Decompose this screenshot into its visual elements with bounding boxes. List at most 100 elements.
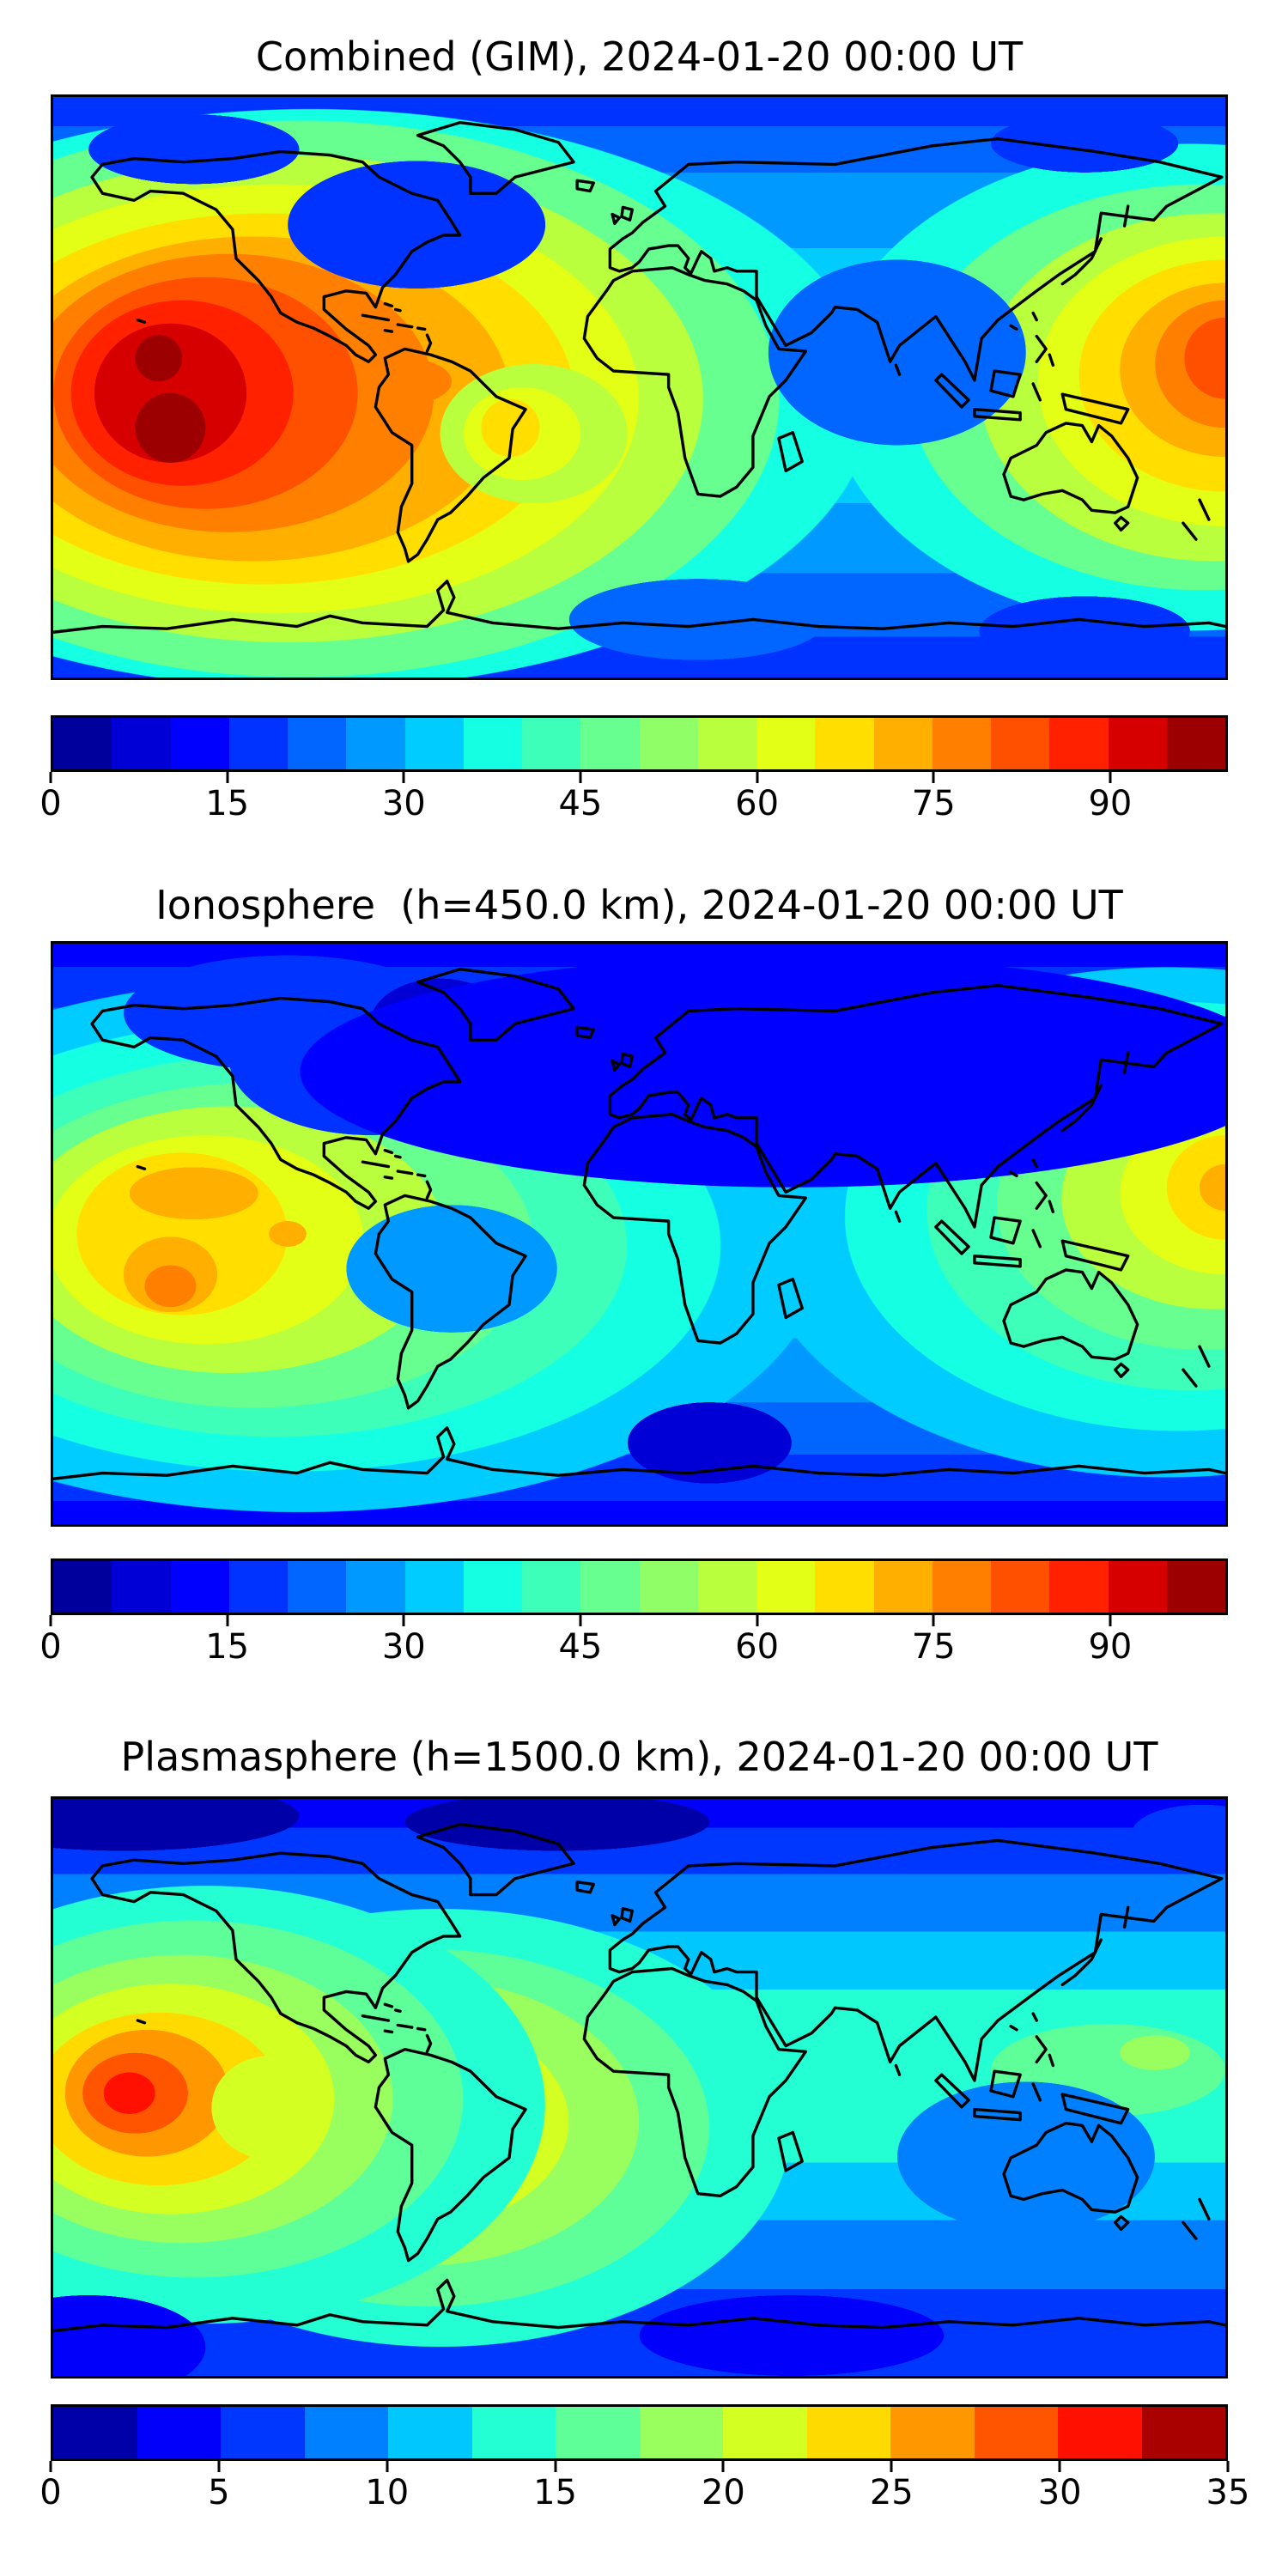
tick-label: 20 <box>701 2473 745 2512</box>
tick-mark <box>721 2461 725 2472</box>
colorbar-segment <box>890 2407 975 2458</box>
colorbar-segment <box>756 718 816 769</box>
tick-label: 30 <box>381 1627 426 1667</box>
colorbar-segment <box>756 1561 816 1613</box>
colorbar-segment <box>806 2407 890 2458</box>
colorbar-segment <box>522 718 581 769</box>
colorbar-segment <box>304 2407 388 2458</box>
tick-mark <box>756 1615 759 1626</box>
tick-label: 30 <box>1037 2473 1082 2512</box>
tick-mark <box>226 1615 229 1626</box>
colorbar-segment <box>639 2407 723 2458</box>
colorbar-segment <box>221 2407 305 2458</box>
tick-mark <box>932 1615 935 1626</box>
colorbar-segment <box>1108 718 1167 769</box>
panel2-colorbar-ticks: 0 15 30 45 60 75 90 <box>39 1615 1228 1670</box>
panel3-title: Plasmasphere (h=1500.0 km), 2024-01-20 0… <box>120 1734 1158 1780</box>
panel3-map <box>51 1796 1228 2379</box>
tick-label: 75 <box>911 784 956 823</box>
colorbar-segment <box>991 718 1050 769</box>
colorbar-segment <box>580 718 640 769</box>
colorbar-segment <box>815 718 874 769</box>
colorbar-segment <box>1141 2407 1225 2458</box>
tick-label: 0 <box>39 2473 62 2512</box>
panel1-title: Combined (GIM), 2024-01-20 00:00 UT <box>255 33 1024 80</box>
tick-mark <box>402 1615 405 1626</box>
tick-mark <box>386 2461 389 2472</box>
tick-label: 25 <box>869 2473 914 2512</box>
colorbar-segment <box>815 1561 874 1613</box>
colorbar-segment <box>288 718 347 769</box>
colorbar-segment <box>873 1561 933 1613</box>
tick-label: 10 <box>365 2473 410 2512</box>
colorbar-segment <box>639 718 698 769</box>
panel2-colorbar <box>51 1558 1228 1615</box>
tick-label: 90 <box>1088 784 1133 823</box>
colorbar-segment <box>463 718 522 769</box>
colorbar-segment <box>697 718 756 769</box>
colorbar-segment <box>1108 1561 1167 1613</box>
tick-label: 45 <box>558 1627 603 1667</box>
tick-mark <box>1226 2461 1230 2472</box>
tick-label: 0 <box>39 784 62 823</box>
colorbar-segment <box>991 1561 1050 1613</box>
tick-mark <box>756 772 759 783</box>
panel2-map <box>51 941 1228 1527</box>
colorbar-segment <box>112 1561 171 1613</box>
panel1-colorbar-ticks: 0 15 30 45 60 75 90 <box>39 772 1228 827</box>
colorbar-segment <box>53 718 112 769</box>
tick-label: 15 <box>205 784 250 823</box>
tick-mark <box>1109 1615 1112 1626</box>
tick-mark <box>49 772 52 783</box>
tick-label: 15 <box>533 2473 578 2512</box>
panel1-coastlines-overlay <box>53 97 1225 677</box>
tick-label: 15 <box>205 1627 250 1667</box>
tick-mark <box>1109 772 1112 783</box>
tick-mark <box>579 1615 582 1626</box>
colorbar-segment <box>697 1561 756 1613</box>
colorbar-segment <box>522 1561 581 1613</box>
tick-label: 60 <box>735 784 780 823</box>
colorbar-segment <box>137 2407 221 2458</box>
panel2-title: Ionosphere (h=450.0 km), 2024-01-20 00:0… <box>155 882 1123 928</box>
colorbar-segment <box>932 1561 991 1613</box>
colorbar-segment <box>404 718 464 769</box>
colorbar-segment <box>556 2407 640 2458</box>
colorbar-segment <box>112 718 171 769</box>
colorbar-segment <box>463 1561 522 1613</box>
tick-label: 30 <box>381 784 426 823</box>
colorbar-segment <box>404 1561 464 1613</box>
colorbar-segment <box>1166 718 1225 769</box>
colorbar-segment <box>873 718 933 769</box>
tick-mark <box>49 2461 52 2472</box>
colorbar-segment <box>723 2407 807 2458</box>
tick-mark <box>554 2461 557 2472</box>
panel1-map <box>51 94 1228 680</box>
colorbar-segment <box>639 1561 698 1613</box>
colorbar-segment <box>974 2407 1058 2458</box>
colorbar-segment <box>170 718 229 769</box>
tick-mark <box>1058 2461 1061 2472</box>
tick-label: 75 <box>911 1627 956 1667</box>
tick-mark <box>226 772 229 783</box>
tick-mark <box>217 2461 221 2472</box>
panel3-colorbar <box>51 2404 1228 2461</box>
colorbar-segment <box>228 1561 288 1613</box>
colorbar-segment <box>53 2407 137 2458</box>
colorbar-segment <box>228 718 288 769</box>
panel3-colorbar-ticks: 0 5 10 15 20 25 30 35 <box>39 2461 1249 2516</box>
tick-mark <box>890 2461 893 2472</box>
tick-mark <box>402 772 405 783</box>
colorbar-segment <box>170 1561 229 1613</box>
tick-label: 5 <box>208 2473 230 2512</box>
tick-label: 45 <box>558 784 603 823</box>
colorbar-segment <box>1166 1561 1225 1613</box>
colorbar-segment <box>1049 718 1109 769</box>
tick-label: 60 <box>735 1627 780 1667</box>
colorbar-segment <box>53 1561 112 1613</box>
colorbar-segment <box>471 2407 556 2458</box>
tick-mark <box>49 1615 52 1626</box>
panel1-colorbar <box>51 715 1228 772</box>
colorbar-segment <box>388 2407 472 2458</box>
colorbar-segment <box>346 718 405 769</box>
